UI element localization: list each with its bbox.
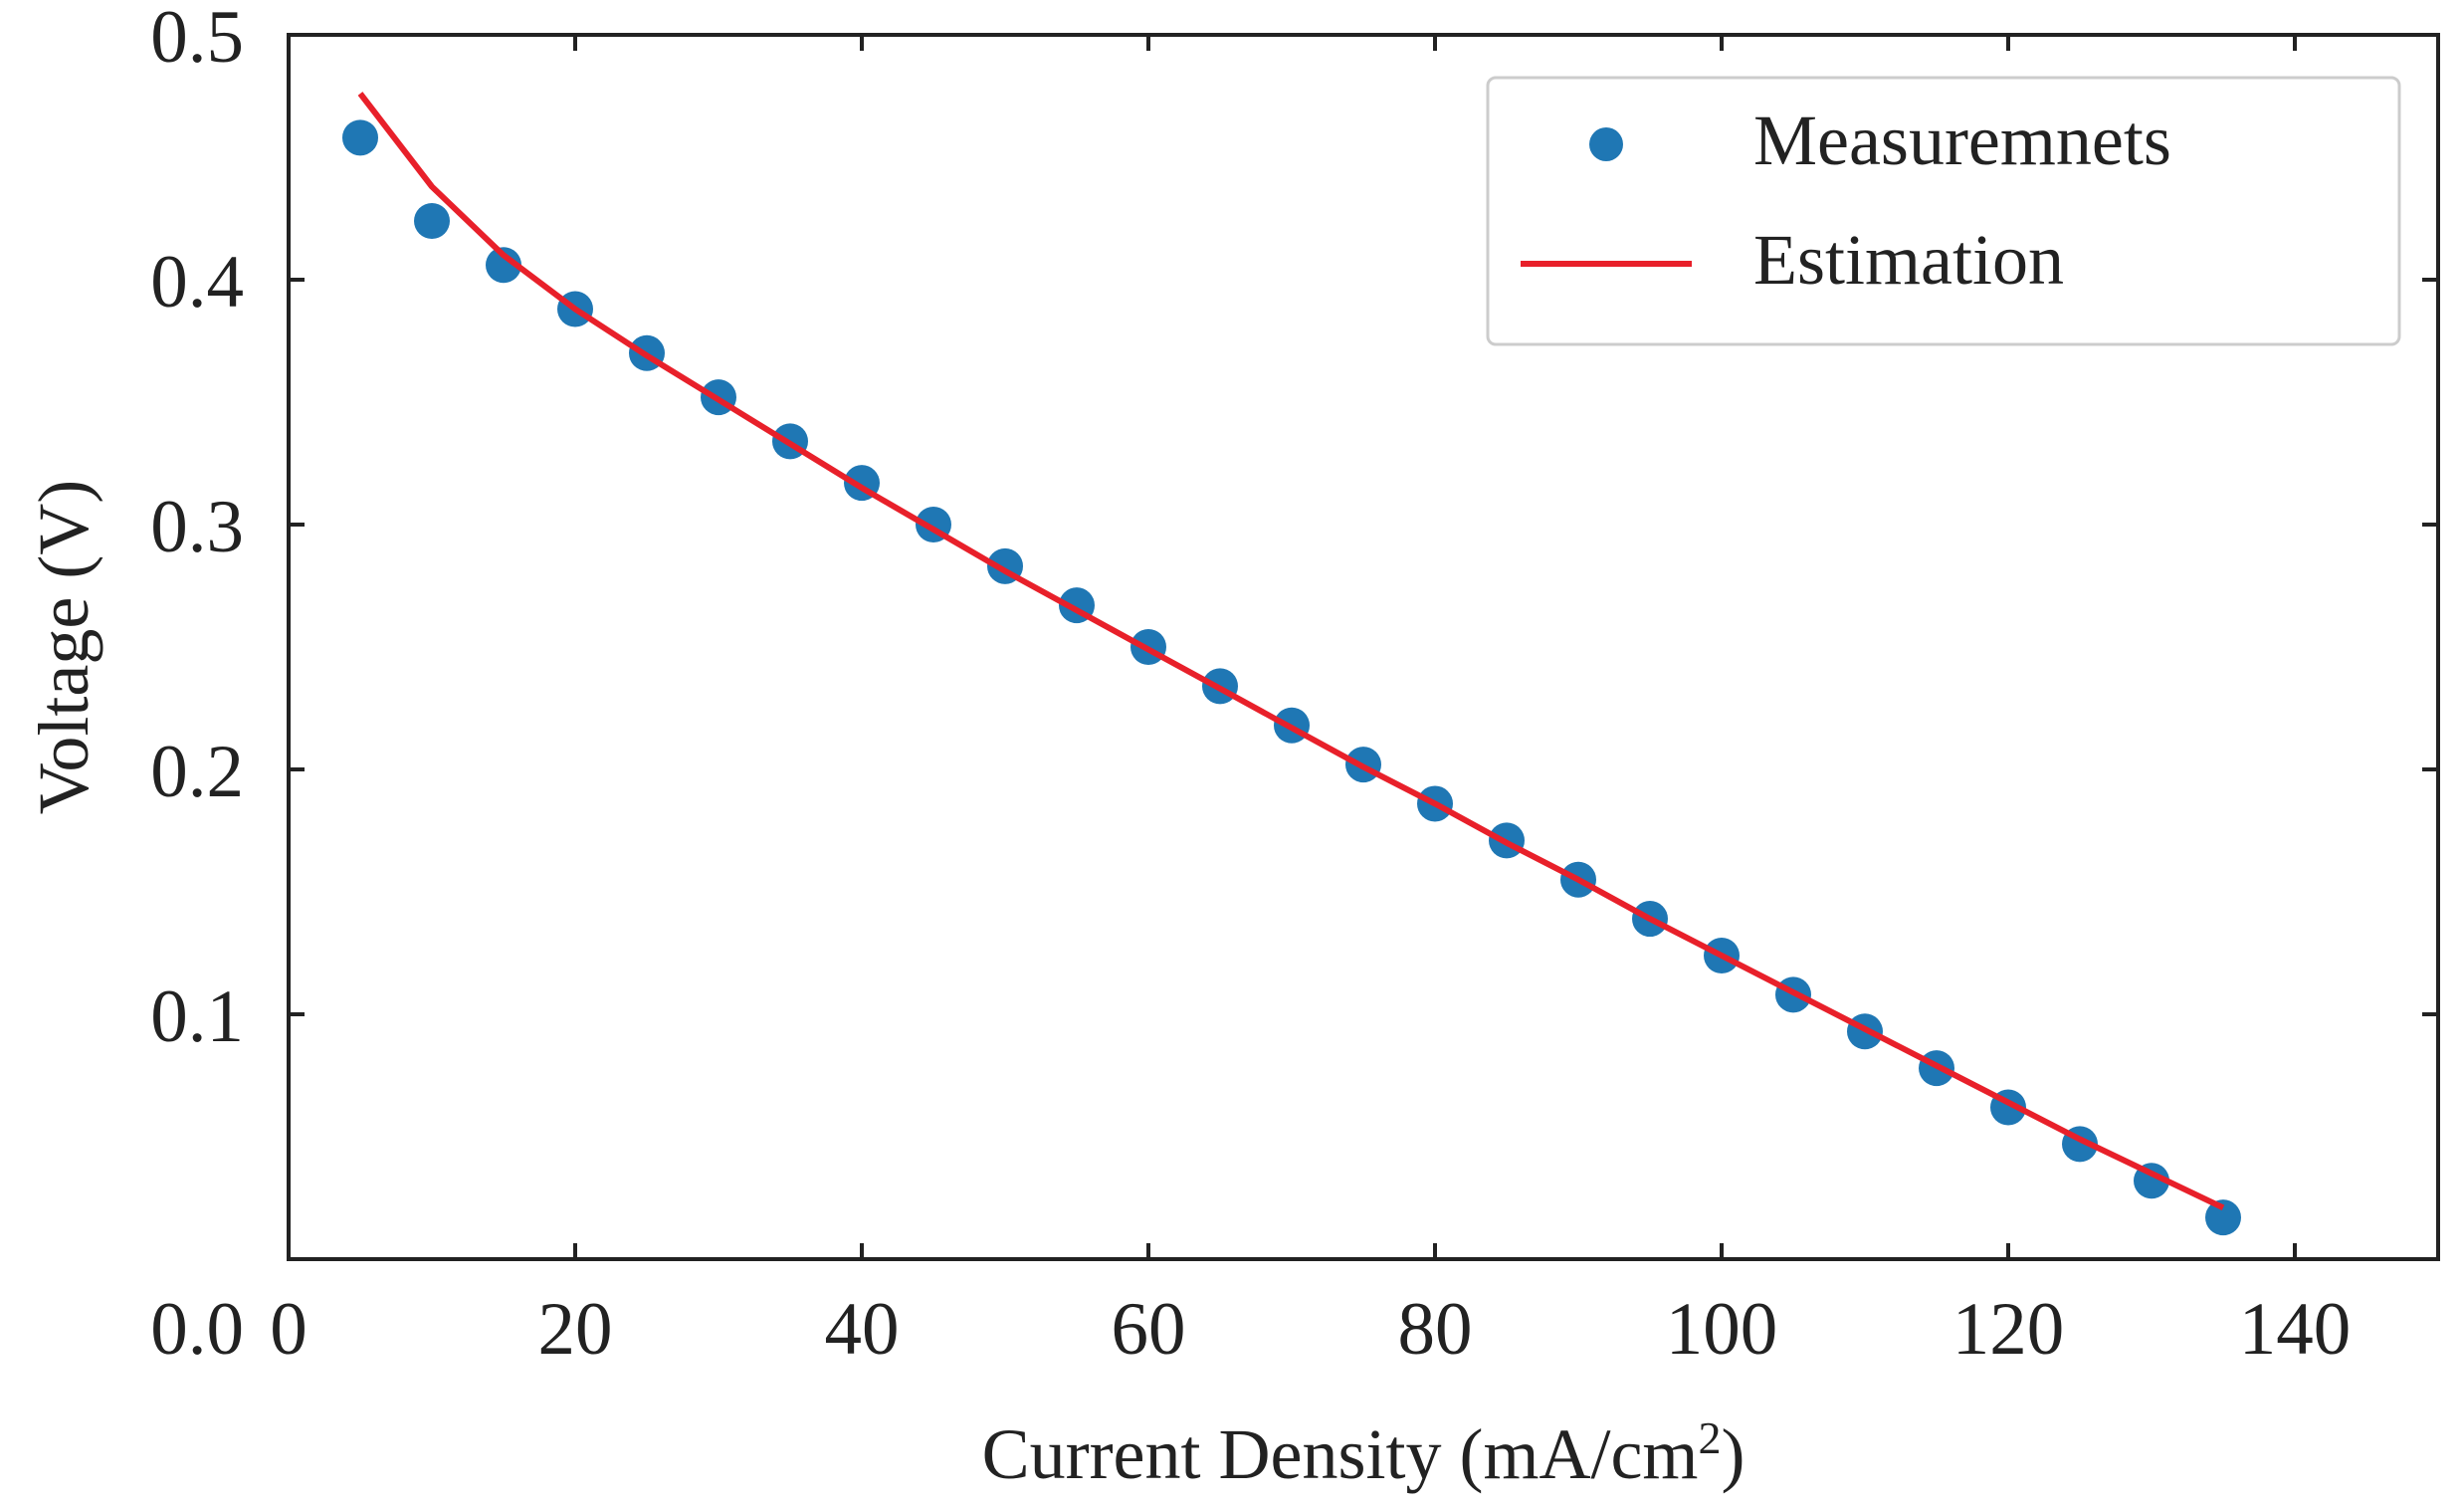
x-tick-label: 20 bbox=[538, 1288, 613, 1371]
data-point bbox=[342, 119, 378, 156]
plot-area bbox=[287, 33, 2440, 1261]
estimation-line bbox=[357, 92, 2225, 1211]
legend: Measuremnets Estimation bbox=[1486, 76, 2401, 346]
x-axis-label-main: Current Density (mA/cm bbox=[982, 1414, 1699, 1494]
y-tick-label: 0.4 bbox=[150, 241, 244, 323]
x-tick-label: 0 bbox=[270, 1288, 308, 1371]
y-axis-label: Voltage (V) bbox=[24, 480, 103, 815]
y-tick-label: 0.0 bbox=[150, 1288, 244, 1371]
legend-marker-measuremnets bbox=[1589, 127, 1623, 161]
x-tick-label: 140 bbox=[2239, 1288, 2352, 1371]
x-axis-label-close: ) bbox=[1721, 1414, 1745, 1494]
x-axis-label-superscript: 2 bbox=[1698, 1412, 1721, 1463]
x-tick-label: 120 bbox=[1952, 1288, 2065, 1371]
y-tick-label: 0.2 bbox=[150, 731, 244, 813]
x-axis-label: Current Density (mA/cm2) bbox=[982, 1412, 1745, 1495]
data-point bbox=[486, 247, 521, 284]
x-tick-label: 80 bbox=[1398, 1288, 1473, 1371]
series-layer bbox=[342, 92, 2241, 1236]
legend-box bbox=[1486, 76, 2401, 346]
data-point bbox=[2205, 1199, 2241, 1236]
x-tick-label: 100 bbox=[1666, 1288, 1778, 1371]
axis-ticks: 0 20 40 60 80 100 120 140 0.0 0.1 0.2 0.3 0.4 0.5 bbox=[150, 0, 2438, 1371]
x-tick-label: 60 bbox=[1112, 1288, 1186, 1371]
y-tick-label: 0.3 bbox=[150, 486, 244, 568]
y-tick-label: 0.1 bbox=[150, 975, 244, 1058]
y-tick-label: 0.5 bbox=[150, 0, 244, 79]
legend-label-estimation: Estimation bbox=[1753, 220, 2064, 300]
x-tick-label: 40 bbox=[825, 1288, 900, 1371]
legend-label-measuremnets: Measuremnets bbox=[1753, 101, 2171, 180]
data-point bbox=[414, 202, 450, 239]
